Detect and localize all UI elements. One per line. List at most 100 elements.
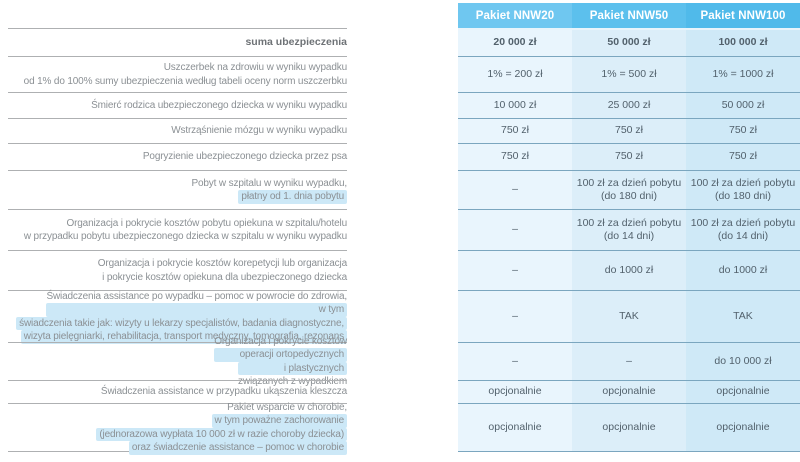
row-label-line: (jednorazowa wypłata 10 000 zł w razie c… — [96, 427, 347, 441]
row-label-line: i plastycznych związanych z wypadkiem — [238, 361, 347, 389]
header-pakiet-nnw50: Pakiet NNW50 — [572, 3, 686, 28]
table-row: Pakiet wsparcie w chorobie, w tym poważn… — [0, 401, 800, 455]
label-text: związanych z wypadkiem — [238, 376, 347, 387]
row-label-line: od 1% do 100% sumy ubezpieczenia według … — [24, 75, 347, 89]
label-text: Organizacja i pokrycie kosztów pobytu op… — [66, 217, 347, 229]
value-cell: 750 zł — [686, 118, 800, 143]
value-cell: 1% = 500 zł — [572, 56, 686, 92]
row-label-line: Uszczerbek na zdrowiu w wyniku wypadku — [164, 61, 347, 75]
label-text: Śmierć rodzica ubezpieczonego dziecka w … — [91, 99, 347, 111]
row-label: Śmierć rodzica ubezpieczonego dziecka w … — [8, 92, 347, 118]
header-label-spacer — [8, 3, 347, 28]
value-text: (do 180 dni) — [600, 190, 658, 202]
row-label-line: Pogryzienie ubezpieczonego dziecka przez… — [143, 150, 347, 164]
value-text: opcjonalnie — [602, 385, 656, 398]
value-text: – — [626, 354, 632, 367]
value-cell: 100 zł za dzień pobytu (do 14 dni) — [572, 209, 686, 250]
value-cell: do 10 000 zł — [686, 342, 800, 380]
value-cell: 1% = 200 zł — [458, 56, 572, 92]
row-label: Pogryzienie ubezpieczonego dziecka przez… — [8, 143, 347, 170]
label-text: suma ubezpieczenia — [245, 35, 347, 48]
table-row: Wstrząśnienie mózgu w wyniku wypadku 750 … — [0, 118, 800, 143]
value-cell: 25 000 zł — [572, 92, 686, 118]
row-label-line: wizyta pielęgniarki, rehabilitacja, tran… — [20, 330, 347, 344]
highlighted-text: świadczenia takie jak: wizyty u lekarzy … — [16, 316, 347, 330]
label-text: Pobyt w szpitalu w wyniku wypadku, — [191, 177, 347, 189]
value-cell: TAK — [572, 290, 686, 342]
value-text: opcjonalnie — [488, 420, 542, 433]
value-text: 25 000 zł — [607, 98, 651, 111]
value-text: (do 14 dni) — [603, 230, 655, 242]
table-row: suma ubezpieczenia 20 000 zł 50 000 zł 100 … — [0, 28, 800, 56]
value-text: opcjonalnie — [716, 420, 770, 433]
column-gap — [347, 250, 458, 290]
row-label: Pobyt w szpitalu w wyniku wypadku, płatny… — [8, 170, 347, 209]
value-text: TAK — [733, 309, 753, 322]
row-label-line: Organizacja i pokrycie kosztów korepetyc… — [98, 257, 347, 271]
row-label: suma ubezpieczenia — [8, 28, 347, 56]
table-header-row: Pakiet NNW20 Pakiet NNW50 Pakiet NNW100 — [0, 3, 800, 28]
column-gap — [347, 403, 458, 452]
label-text: od 1% do 100% sumy ubezpieczenia według … — [23, 75, 347, 87]
row-label-line: świadczenia takie jak: wizyty u lekarzy … — [16, 316, 347, 330]
table-row: Pobyt w szpitalu w wyniku wypadku, płatny… — [0, 170, 800, 209]
row-label-line: Świadczenia assistance po wypadku – pomo… — [46, 290, 347, 317]
column-gap — [347, 342, 458, 380]
value-text: TAK — [619, 309, 639, 322]
label-text: Organizacja i pokrycie kosztów korepetyc… — [97, 258, 347, 269]
value-cell: do 1000 zł — [572, 250, 686, 290]
value-cell: – — [458, 209, 572, 250]
value-cell: 750 zł — [572, 143, 686, 170]
value-text: opcjonalnie — [716, 385, 770, 398]
row-label-line: Pobyt w szpitalu w wyniku wypadku, — [191, 177, 347, 191]
column-gap — [347, 28, 458, 56]
value-cell: opcjonalnie — [572, 380, 686, 403]
value-cell: opcjonalnie — [458, 403, 572, 452]
row-label-line: Pakiet wsparcie w chorobie, w tym poważn… — [211, 401, 347, 428]
table-row: Uszczerbek na zdrowiu w wyniku wypadku od… — [0, 56, 800, 92]
highlighted-text: (jednorazowa wypłata 10 000 zł w razie c… — [96, 427, 347, 441]
value-cell: 100 zł za dzień pobytu (do 14 dni) — [686, 209, 800, 250]
highlighted-text: wizyta pielęgniarki, rehabilitacja, tran… — [20, 330, 347, 344]
value-text: (do 180 dni) — [714, 190, 772, 202]
table-row: Organizacja i pokrycie kosztów operacji … — [0, 336, 800, 387]
table-row: Organizacja i pokrycie kosztów korepetyc… — [0, 250, 800, 290]
value-text: 100 zł za dzień pobytu — [690, 176, 796, 189]
row-label-line: w przypadku pobytu ubezpieczonego dzieck… — [24, 230, 347, 244]
column-gap — [347, 170, 458, 209]
highlighted-text: operacji ortopedycznych — [214, 348, 347, 362]
value-cell: opcjonalnie — [572, 403, 686, 452]
highlighted-text: w tym — [46, 303, 347, 317]
row-label-line: Śmierć rodzica ubezpieczonego dziecka w … — [91, 99, 347, 113]
value-text: – — [512, 223, 518, 236]
value-cell: 50 000 zł — [686, 92, 800, 118]
row-label-line: Organizacja i pokrycie kosztów operacji … — [214, 335, 347, 362]
label-text: Wstrząśnienie mózgu w wyniku wypadku — [171, 125, 347, 137]
value-cell: 50 000 zł — [572, 28, 686, 56]
value-text: 750 zł — [614, 150, 644, 163]
row-label: Pakiet wsparcie w chorobie, w tym poważn… — [8, 401, 347, 455]
value-text: opcjonalnie — [488, 385, 542, 398]
label-text: Świadczenia assistance w przypadku ukąsz… — [100, 386, 347, 398]
header-pakiet-nnw100: Pakiet NNW100 — [686, 3, 800, 28]
value-cell: opcjonalnie — [458, 380, 572, 403]
value-cell: 100 000 zł — [686, 28, 800, 56]
highlighted-text: płatny od 1. dnia pobytu — [238, 190, 347, 204]
value-text: 750 zł — [728, 150, 758, 163]
value-text: 750 zł — [500, 150, 530, 163]
value-cell: 1% = 1000 zł — [686, 56, 800, 92]
value-text: – — [512, 183, 518, 196]
row-label-line: i pokrycie kosztów opiekuna dla ubezpiec… — [102, 271, 347, 285]
value-text: opcjonalnie — [602, 420, 656, 433]
label-text: i pokrycie kosztów opiekuna dla ubezpiec… — [102, 271, 347, 283]
value-text: 20 000 zł — [493, 36, 537, 49]
value-text: do 1000 zł — [604, 263, 654, 276]
highlighted-text: oraz świadczenie assistance – pomoc w ch… — [128, 441, 347, 455]
label-text: Świadczenia assistance po wypadku – pomo… — [46, 290, 347, 302]
row-label: Świadczenia assistance w przypadku ukąsz… — [8, 380, 347, 403]
value-cell: – — [572, 342, 686, 380]
value-cell: – — [458, 250, 572, 290]
value-text: 750 zł — [614, 124, 644, 137]
value-text: 1% = 500 zł — [601, 67, 657, 80]
